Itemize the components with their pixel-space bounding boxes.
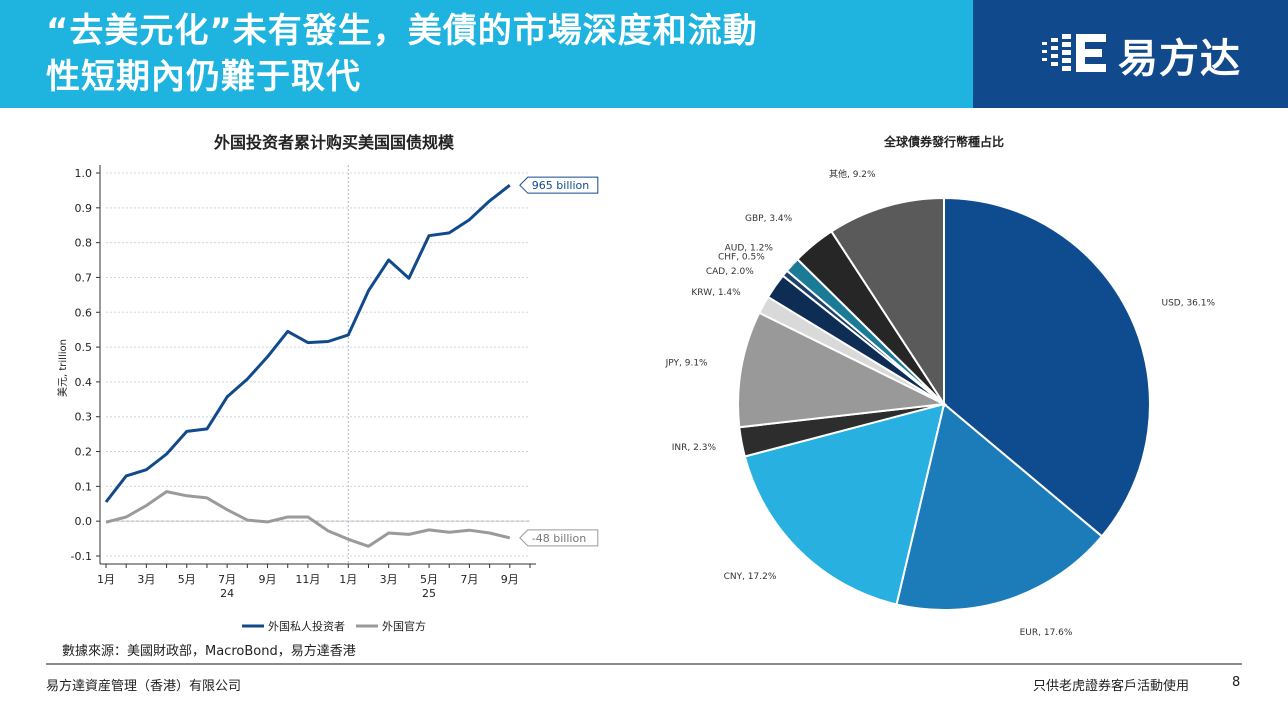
- x-tick-label: 9月: [259, 573, 277, 586]
- y-tick-label: 0.5: [75, 341, 93, 354]
- line-chart-annotations: 965 billion -48 billion: [519, 176, 599, 547]
- line-chart-x-axis: 1月 3月 5月 7月 9月 11月 1月 3月 5月 7月 9月 24 25: [97, 563, 536, 600]
- y-tick-label: 0.2: [75, 446, 93, 459]
- y-tick-label: 0.9: [75, 202, 93, 215]
- footer-usage-note: 只供老虎證券客戶活動使用: [1033, 679, 1190, 694]
- pie-slice-eur: [895, 402, 1104, 611]
- x-tick-label: 3月: [380, 573, 398, 586]
- pie-label-inr: INR, 2.3%: [672, 443, 717, 453]
- logo-text: 易方达: [1118, 36, 1241, 82]
- slide-title-line-2: 性短期內仍難于取代: [46, 57, 361, 97]
- pie-slice-jpy: [737, 311, 948, 429]
- source-note: 數據來源：美國財政部，MacroBond，易方達香港: [62, 644, 356, 659]
- annotation-label-1: -48 billion: [532, 532, 586, 545]
- y-tick-label: 0.4: [75, 376, 93, 389]
- slide-title: “去美元化”未有發生，美債的市場深度和流動 性短期內仍難于取代: [46, 8, 966, 100]
- footer-divider: [46, 663, 1242, 665]
- y-tick-label: 0.8: [75, 237, 93, 250]
- pie-label-jpy: JPY, 9.1%: [665, 359, 708, 369]
- x-tick-label: 11月: [295, 573, 320, 586]
- page-number: 8: [1232, 675, 1241, 690]
- series-line-0: [104, 184, 511, 503]
- pie-label-chf: CHF, 0.5%: [718, 253, 765, 263]
- slide-title-line-1: “去美元化”未有發生，美債的市場深度和流動: [46, 11, 758, 51]
- line-chart-y-axis: 1.0 0.9 0.8 0.7 0.6 0.5 0.4 0.3 0.2 0.1 0.0 -0.1: [71, 165, 101, 564]
- y-tick-label: 0.0: [75, 515, 93, 528]
- annotation-box-0: [519, 176, 599, 194]
- pie-label-krw: KRW, 1.4%: [691, 288, 741, 298]
- legend-label-official: 外国官方: [382, 619, 426, 633]
- y-tick-label: 0.6: [75, 306, 93, 319]
- y-tick-label: -0.1: [71, 550, 92, 563]
- annotation-label-0: 965 billion: [532, 179, 589, 192]
- line-chart-gridlines: [106, 165, 530, 564]
- y-tick-label: 0.7: [75, 271, 93, 284]
- x-tick-label: 5月: [420, 573, 438, 586]
- pie-chart-slices: [737, 196, 1151, 611]
- x-tick-label: 7月: [460, 573, 478, 586]
- x-tick-label: 9月: [501, 573, 519, 586]
- efunds-logo-icon: [1042, 34, 1106, 72]
- pie-slice-其他: [830, 196, 945, 408]
- pie-label-cny: CNY, 17.2%: [724, 572, 777, 582]
- pie-chart-labels: USD, 36.1% EUR, 17.6% CNY, 17.2% INR, 2.3% J…: [665, 168, 1216, 638]
- x-tick-label: 3月: [137, 573, 155, 586]
- line-chart-title: 外国投资者累计购买美国国债规模: [213, 133, 455, 152]
- pie-label-其他: 其他, 9.2%: [829, 168, 876, 180]
- pie-chart-title: 全球債券發行幣種占比: [883, 134, 1004, 149]
- pie-label-eur: EUR, 17.6%: [1020, 628, 1073, 638]
- x-year-label: 25: [422, 587, 436, 600]
- series-line-1: [105, 490, 511, 548]
- y-tick-label: 0.3: [75, 411, 93, 424]
- x-tick-label: 1月: [339, 573, 357, 586]
- header-band: [0, 0, 973, 108]
- y-tick-label: 1.0: [75, 167, 93, 180]
- x-year-label: 24: [220, 587, 234, 600]
- line-chart-legend: 外国私人投资者 外国官方: [242, 619, 426, 633]
- y-tick-label: 0.1: [75, 480, 93, 493]
- x-tick-label: 7月: [218, 573, 236, 586]
- logo-band: [973, 0, 1288, 108]
- pie-slice-cny: [743, 402, 946, 606]
- pie-label-gbp: GBP, 3.4%: [745, 214, 793, 224]
- pie-slice-usd: [943, 196, 1151, 538]
- line-chart-series: [104, 184, 511, 548]
- footer-company: 易方達資産管理（香港）有限公司: [46, 679, 242, 694]
- legend-label-private: 外国私人投资者: [268, 619, 345, 633]
- charts-canvas: 外国投资者累计购买美国国债规模 1.0 0.9 0.8 0.7 0.6 0.5 0.4 0.3…: [56, 133, 1216, 638]
- line-chart-y-label: 美元, trillion: [56, 339, 69, 397]
- pie-label-cad: CAD, 2.0%: [706, 267, 754, 277]
- pie-label-usd: USD, 36.1%: [1162, 299, 1216, 309]
- x-tick-label: 1月: [97, 573, 115, 586]
- x-tick-label: 5月: [178, 573, 196, 586]
- annotation-box-1: [519, 529, 599, 547]
- pie-label-aud: AUD, 1.2%: [725, 243, 774, 253]
